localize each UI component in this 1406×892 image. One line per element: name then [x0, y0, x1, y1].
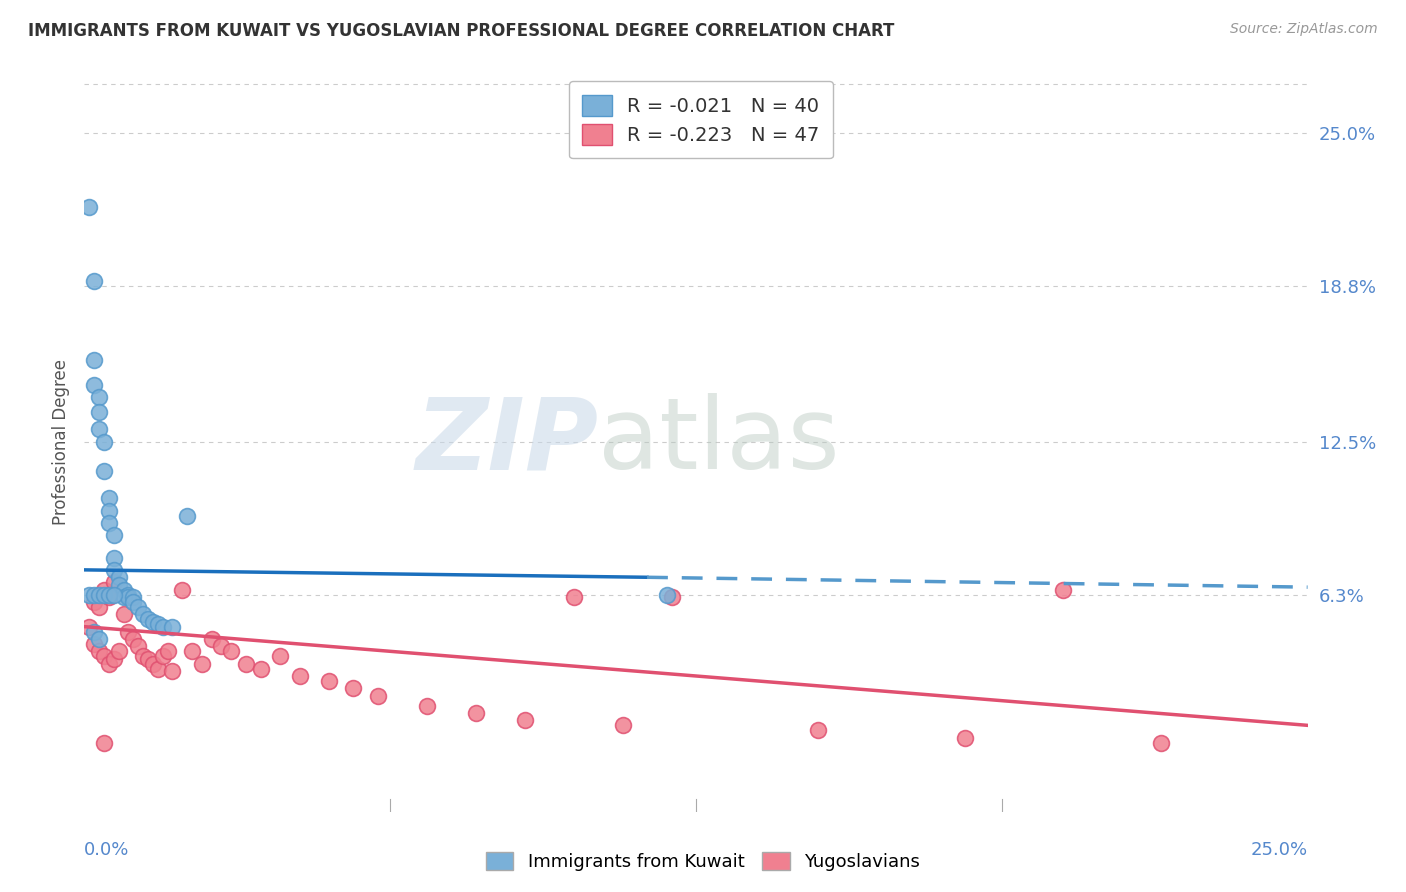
Point: [97, 503, 120, 517]
Point: [87, 632, 110, 646]
Text: ZIP: ZIP: [415, 393, 598, 490]
Point: [807, 723, 830, 738]
Point: [97, 491, 120, 506]
Y-axis label: Professional Degree: Professional Degree: [52, 359, 70, 524]
Point: [122, 595, 145, 609]
Point: [318, 673, 340, 688]
Point: [416, 698, 439, 713]
Point: [152, 649, 174, 664]
Point: [77, 620, 100, 634]
Point: [181, 644, 204, 658]
Point: [93, 464, 115, 478]
Point: [87, 405, 110, 419]
Point: [83, 624, 105, 639]
Point: [103, 575, 125, 590]
Point: [83, 595, 105, 609]
Legend: Immigrants from Kuwait, Yugoslavians: Immigrants from Kuwait, Yugoslavians: [479, 845, 927, 879]
Text: atlas: atlas: [598, 393, 839, 490]
Point: [146, 617, 169, 632]
Point: [132, 649, 155, 664]
Point: [87, 599, 110, 614]
Point: [97, 657, 120, 671]
Point: [83, 637, 105, 651]
Point: [367, 689, 389, 703]
Point: [136, 651, 159, 665]
Point: [191, 657, 214, 671]
Point: [142, 615, 165, 629]
Point: [77, 588, 100, 602]
Point: [112, 590, 135, 604]
Point: [103, 588, 125, 602]
Point: [172, 582, 194, 597]
Point: [103, 563, 125, 577]
Point: [127, 599, 149, 614]
Point: [87, 588, 110, 602]
Point: [122, 632, 145, 646]
Point: [112, 607, 135, 622]
Text: 25.0%: 25.0%: [1250, 841, 1308, 859]
Point: [112, 582, 135, 597]
Point: [612, 718, 634, 732]
Point: [156, 644, 179, 658]
Point: [655, 588, 678, 602]
Point: [83, 377, 105, 392]
Point: [288, 669, 311, 683]
Point: [93, 434, 115, 449]
Point: [93, 582, 115, 597]
Text: 0.0%: 0.0%: [84, 841, 129, 859]
Point: [162, 620, 184, 634]
Point: [235, 657, 257, 671]
Point: [83, 588, 105, 602]
Point: [107, 570, 129, 584]
Point: [209, 640, 232, 654]
Point: [464, 706, 486, 720]
Point: [93, 736, 115, 750]
Point: [146, 662, 169, 676]
Point: [87, 644, 110, 658]
Point: [103, 550, 125, 565]
Point: [107, 644, 129, 658]
Point: [661, 590, 683, 604]
Point: [107, 577, 129, 591]
Point: [162, 664, 184, 678]
Text: IMMIGRANTS FROM KUWAIT VS YUGOSLAVIAN PROFESSIONAL DEGREE CORRELATION CHART: IMMIGRANTS FROM KUWAIT VS YUGOSLAVIAN PR…: [28, 22, 894, 40]
Point: [117, 588, 139, 602]
Point: [93, 649, 115, 664]
Point: [87, 390, 110, 404]
Point: [127, 640, 149, 654]
Point: [97, 588, 120, 602]
Point: [77, 200, 100, 214]
Point: [219, 644, 242, 658]
Point: [200, 632, 222, 646]
Point: [103, 528, 125, 542]
Point: [1150, 736, 1173, 750]
Point: [117, 624, 139, 639]
Text: Source: ZipAtlas.com: Source: ZipAtlas.com: [1230, 22, 1378, 37]
Point: [513, 714, 536, 728]
Point: [103, 651, 125, 665]
Point: [97, 516, 120, 530]
Point: [117, 590, 139, 604]
Point: [176, 508, 198, 523]
Point: [953, 731, 976, 745]
Point: [83, 274, 105, 288]
Point: [132, 607, 155, 622]
Point: [152, 620, 174, 634]
Point: [142, 657, 165, 671]
Point: [562, 590, 585, 604]
Point: [83, 353, 105, 368]
Point: [269, 649, 291, 664]
Point: [136, 612, 159, 626]
Point: [93, 588, 115, 602]
Point: [87, 422, 110, 436]
Legend: R = -0.021   N = 40, R = -0.223   N = 47: R = -0.021 N = 40, R = -0.223 N = 47: [569, 81, 832, 159]
Point: [97, 590, 120, 604]
Point: [249, 662, 271, 676]
Point: [1052, 582, 1074, 597]
Point: [342, 681, 364, 696]
Point: [122, 590, 145, 604]
